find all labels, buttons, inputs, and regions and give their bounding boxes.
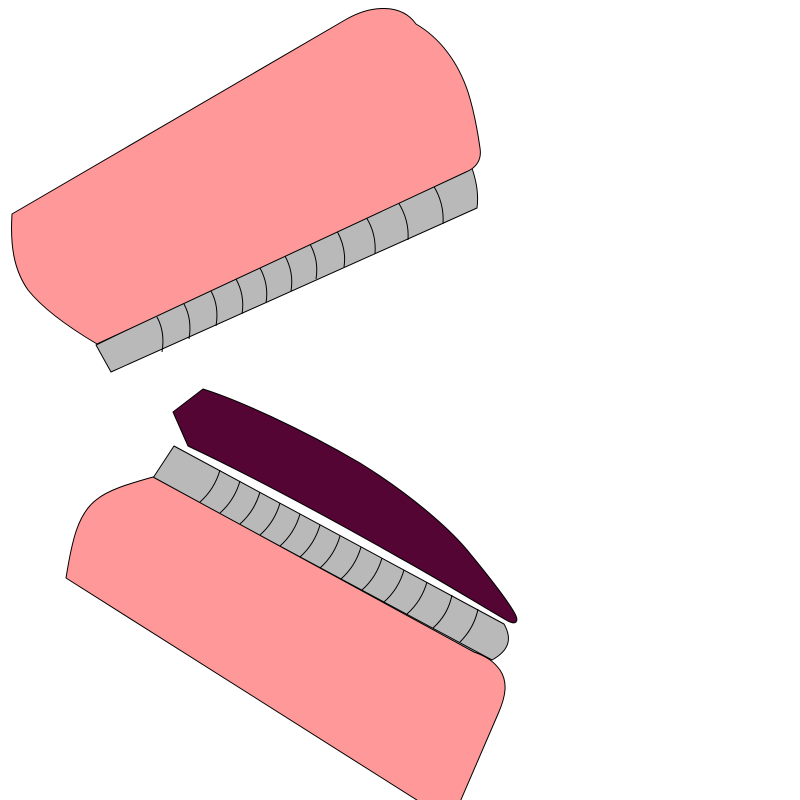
lower-tooth-seam [199,469,221,503]
upper-jaw [11,8,481,373]
lower-tooth-seam [432,594,453,629]
lower-tooth-seam [383,569,405,603]
lower-tooth-seam [361,557,383,591]
upper-tooth-seam [156,316,164,353]
upper-tooth-seams [156,184,444,353]
tongue [172,388,518,624]
lower-tooth-seams [199,469,479,643]
lower-tooth-seam [406,581,428,615]
upper-tooth-seam [259,267,268,304]
upper-tooth-seam [284,255,293,292]
lower-jaw [65,445,509,800]
upper-tooth-seam [235,278,244,315]
upper-tooth-seam [397,201,409,241]
lower-tooth-seam [259,502,281,536]
lower-tooth-seam [219,480,241,514]
lower-tooth-seam [279,513,301,547]
lower-tooth-seam [459,608,479,643]
lower-tooth-seam [319,535,341,569]
upper-tooth-seam [336,230,346,268]
lower-tooth-seam [340,546,362,580]
upper-tooth-seam [309,243,318,280]
upper-gum [11,8,481,345]
lower-tooth-seam [239,491,261,525]
upper-tooth-seam [432,184,444,225]
upper-tooth-seam [210,290,218,327]
lower-gum [65,476,506,800]
lower-tooth-seam [299,524,321,558]
upper-tooth-seam [365,216,376,255]
upper-tooth-seam [183,303,191,340]
lower-teeth-strip [152,445,509,661]
